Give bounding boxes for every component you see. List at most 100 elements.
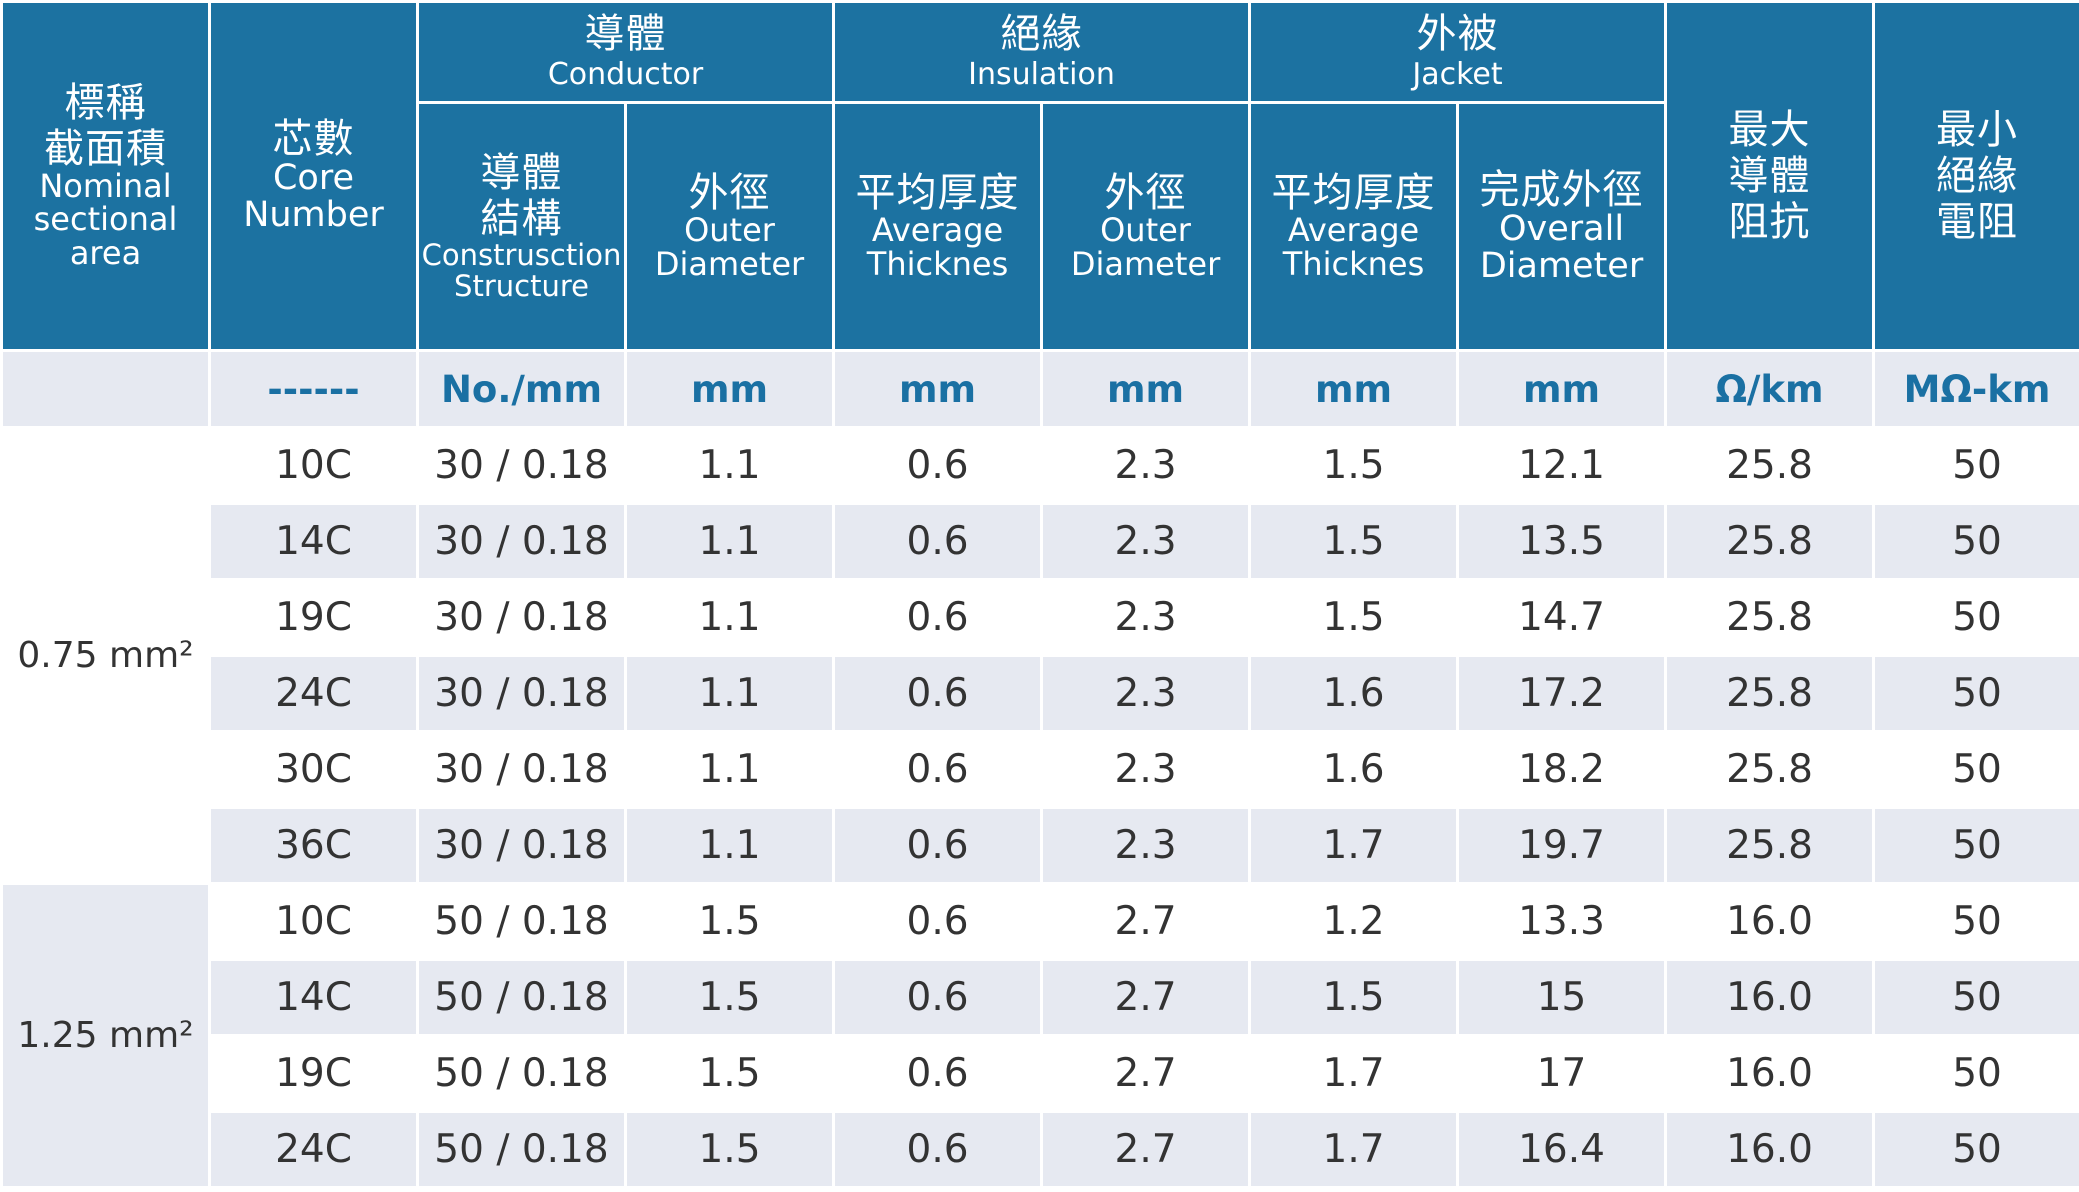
header-core-number-en-1: Core [272,158,354,199]
insulation-resistance-cell: 50 [1872,958,2079,1037]
jacket-od-cell: 17.2 [1456,654,1668,733]
insulation-thickness-cell: 0.6 [832,730,1044,809]
unit-resistance: Ω/km [1664,349,1876,429]
header-nominal-area-zh-1: 標稱 [64,79,147,126]
header-jkt-od-en-2: Diameter [1479,245,1644,286]
jacket-thickness-cell: 1.2 [1248,882,1460,961]
header-ins-thk-en-1: Average [871,210,1004,249]
insulation-od-cell: 2.3 [1040,654,1252,733]
insulation-thickness-cell: 0.6 [832,882,1044,961]
insulation-resistance-cell: 50 [1872,1034,2079,1113]
core-cell: 24C [208,654,419,733]
units-row: ------ No./mm mm mm mm mm mm Ω/km MΩ-km [0,349,2079,429]
insulation-resistance-cell: 50 [1872,1110,2079,1189]
jacket-thickness-cell: 1.6 [1248,730,1460,809]
table-row: 36C 30 / 0.18 1.1 0.6 2.3 1.7 19.7 25.8 50 [2,806,2079,885]
unit-insulation-resistance: MΩ-km [1872,349,2079,429]
resistance-cell: 16.0 [1664,1034,1876,1113]
table-row: 24C 30 / 0.18 1.1 0.6 2.3 1.6 17.2 25.8 50 [2,654,2079,733]
unit-insulation-od: mm [1040,349,1252,429]
insulation-thickness-cell: 0.6 [832,578,1044,657]
insulation-od-cell: 2.3 [1040,502,1252,581]
header-structure-zh-1: 導體 [480,150,563,197]
header-jacket-overall-diameter: 完成外徑 Overall Diameter [1456,101,1668,352]
core-cell: 19C [208,1034,419,1113]
header-conductor-zh: 導體 [584,11,667,58]
header-jkt-thk-en-1: Average [1287,210,1420,249]
jacket-od-cell: 19.7 [1456,806,1668,885]
insulation-od-cell: 2.3 [1040,426,1252,505]
header-insulation-en: Insulation [968,57,1115,93]
insulation-od-cell: 2.7 [1040,1110,1252,1189]
header-jacket-group: 外被 Jacket [1248,0,1668,104]
header-cond-od-en-2: Diameter [654,244,805,283]
header-cond-od-en-1: Outer [684,210,775,249]
conductor-od-cell: 1.5 [623,1110,836,1189]
core-cell: 10C [208,882,419,961]
header-insulation-group: 絕緣 Insulation [832,0,1252,104]
insulation-resistance-cell: 50 [1872,882,2079,961]
header-nominal-area: 標稱 截面積 Nominal sectional area [0,0,211,352]
header-max-resistance-zh-1: 最大 [1728,107,1811,153]
conductor-od-cell: 1.5 [623,882,836,961]
jacket-thickness-cell: 1.7 [1248,1034,1460,1113]
table-header: 標稱 截面積 Nominal sectional area 芯數 Core Nu… [0,0,2079,352]
header-core-number-zh: 芯數 [272,116,355,163]
core-cell: 10C [208,426,419,505]
jacket-od-cell: 14.7 [1456,578,1668,657]
unit-core: ------ [208,349,419,429]
header-structure-zh-2: 結構 [480,196,563,243]
unit-insulation-thickness: mm [832,349,1044,429]
header-conductor-structure: 導體 結構 Construsction Structure [416,101,627,352]
insulation-resistance-cell: 50 [1872,502,2079,581]
conductor-od-cell: 1.1 [623,730,836,809]
insulation-thickness-cell: 0.6 [832,654,1044,733]
structure-cell: 50 / 0.18 [416,882,627,961]
resistance-cell: 25.8 [1664,654,1876,733]
header-min-insulation-zh-2: 絕緣 [1936,153,2019,199]
conductor-od-cell: 1.5 [623,1034,836,1113]
structure-cell: 30 / 0.18 [416,502,627,581]
insulation-od-cell: 2.7 [1040,1034,1252,1113]
table-row: 19C 30 / 0.18 1.1 0.6 2.3 1.5 14.7 25.8 50 [2,578,2079,657]
header-jkt-od-en-1: Overall [1498,208,1625,249]
header-ins-thk-zh: 平均厚度 [855,169,1020,216]
structure-cell: 50 / 0.18 [416,958,627,1037]
insulation-thickness-cell: 0.6 [832,1110,1044,1189]
table-row: 30C 30 / 0.18 1.1 0.6 2.3 1.6 18.2 25.8 50 [2,730,2079,809]
insulation-resistance-cell: 50 [1872,578,2079,657]
jacket-od-cell: 13.5 [1456,502,1668,581]
unit-jacket-od: mm [1456,349,1668,429]
conductor-od-cell: 1.1 [623,502,836,581]
core-cell: 19C [208,578,419,657]
table-row: 24C 50 / 0.18 1.5 0.6 2.7 1.7 16.4 16.0 50 [2,1110,2079,1189]
header-structure-en-2: Structure [454,268,589,303]
resistance-cell: 25.8 [1664,730,1876,809]
conductor-od-cell: 1.1 [623,426,836,505]
insulation-thickness-cell: 0.6 [832,806,1044,885]
jacket-thickness-cell: 1.5 [1248,578,1460,657]
core-cell: 24C [208,1110,419,1189]
header-nominal-area-en-1: Nominal [39,166,172,205]
unit-conductor-od: mm [623,349,836,429]
header-ins-thk-en-2: Thicknes [866,244,1009,283]
header-conductor-group: 導體 Conductor [415,0,836,104]
header-nominal-area-zh-2: 截面積 [44,125,167,172]
jacket-thickness-cell: 1.7 [1248,806,1460,885]
nominal-area-cell: 0.75 mm² [0,426,211,885]
header-max-resistance-zh-3: 阻抗 [1728,199,1811,245]
insulation-resistance-cell: 50 [1872,654,2079,733]
structure-cell: 30 / 0.18 [416,578,627,657]
insulation-od-cell: 2.3 [1040,730,1252,809]
insulation-thickness-cell: 0.6 [832,502,1044,581]
jacket-od-cell: 16.4 [1456,1110,1668,1189]
structure-cell: 30 / 0.18 [416,730,627,809]
table-row: 14C 50 / 0.18 1.5 0.6 2.7 1.5 15 16.0 50 [2,958,2079,1037]
conductor-od-cell: 1.1 [623,654,836,733]
core-cell: 14C [208,958,419,1037]
jacket-od-cell: 17 [1456,1034,1668,1113]
resistance-cell: 25.8 [1664,426,1876,505]
insulation-thickness-cell: 0.6 [832,958,1044,1037]
